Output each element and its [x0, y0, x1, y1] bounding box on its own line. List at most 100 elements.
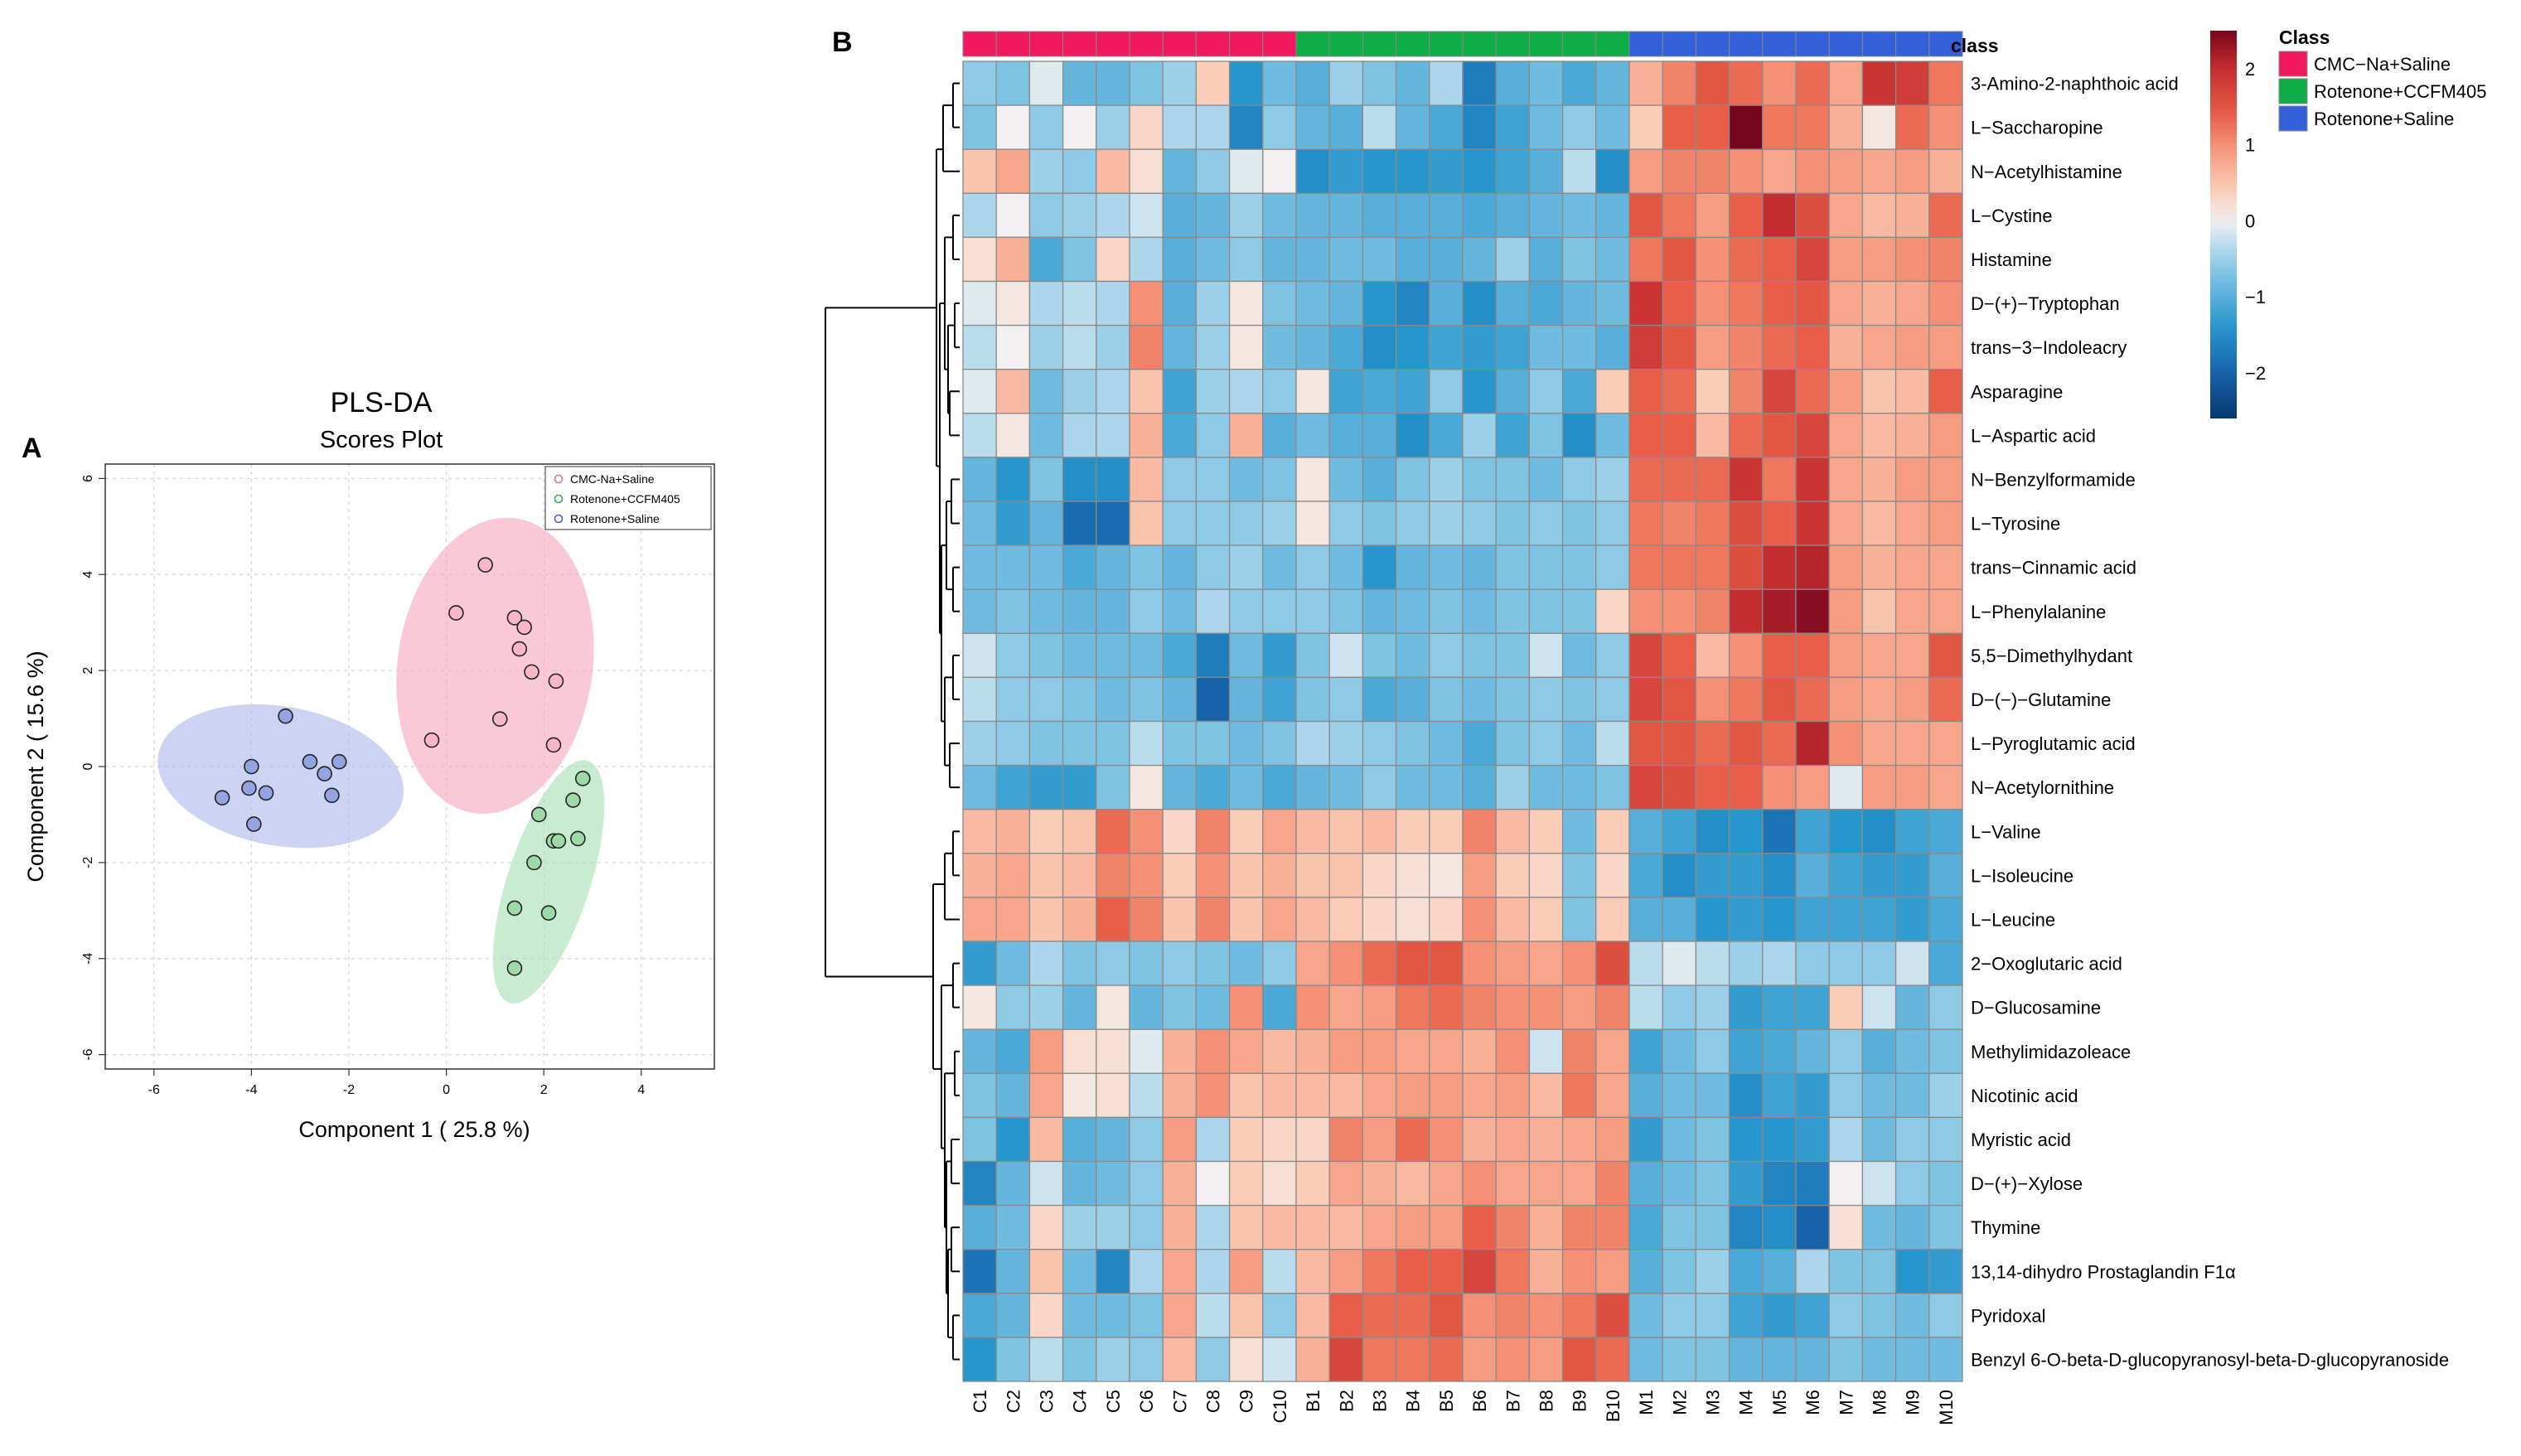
heatmap-cell: [1495, 148, 1531, 194]
heatmap-cell: [1628, 104, 1663, 150]
heatmap-cell: [1762, 148, 1797, 194]
heatmap-cell: [995, 148, 1031, 194]
heatmap-cell: [1129, 588, 1164, 634]
heatmap-cell: [1028, 324, 1064, 370]
heatmap-cell: [1262, 1116, 1297, 1163]
heatmap-cell: [1894, 809, 1930, 854]
heatmap-cell: [1295, 192, 1330, 239]
heatmap-cell: [1395, 676, 1430, 723]
heatmap-cell: [1328, 1160, 1364, 1207]
heatmap-cell: [1595, 104, 1630, 150]
heatmap-cell: [962, 720, 997, 767]
heatmap-cell: [962, 457, 997, 502]
heatmap-cell: [1295, 413, 1330, 458]
heatmap-cell: [1595, 60, 1630, 106]
pls-y-tick-label: 4: [81, 571, 95, 578]
heatmap-cell: [1495, 720, 1531, 767]
heatmap-cell: [1928, 104, 1963, 150]
heatmap-cell: [1628, 324, 1663, 370]
heatmap-cell: [1928, 897, 1963, 942]
pls-ellipse-1: [492, 760, 605, 1004]
heatmap-cell: [1362, 941, 1397, 986]
heatmap-cell: [1928, 148, 1963, 194]
heatmap-cell: [1028, 1204, 1064, 1250]
class-bar-cell: [1495, 31, 1530, 57]
heatmap-cell: [995, 60, 1031, 106]
pls-y-axis: -6 -4 -2 0 2 4 6: [81, 475, 105, 1061]
heatmap-cell: [1495, 280, 1531, 327]
heatmap-cell: [1262, 104, 1297, 150]
heatmap-cell: [1528, 457, 1564, 502]
heatmap-cell: [1262, 1337, 1297, 1382]
heatmap-cell: [1096, 1028, 1130, 1074]
heatmap-cell: [1828, 413, 1864, 458]
class-bar-cell: [1162, 31, 1197, 57]
heatmap-cell: [1728, 588, 1764, 634]
row-dendrogram: [825, 82, 960, 1361]
heatmap-cell: [962, 676, 997, 723]
heatmap-cell: [1228, 1072, 1264, 1119]
heatmap-cell: [1495, 676, 1531, 723]
heatmap-cell: [995, 413, 1031, 458]
heatmap-cell: [1295, 676, 1330, 723]
heatmap-cell: [1695, 280, 1730, 327]
pls-point: [531, 806, 547, 823]
heatmap-cell: [1561, 501, 1597, 546]
heatmap-cell: [1129, 1116, 1164, 1163]
heatmap-cell: [1528, 941, 1564, 986]
heatmap-cell: [1728, 853, 1764, 898]
heatmap-cell: [1662, 720, 1697, 767]
heatmap-cell: [1695, 984, 1730, 1030]
class-legend-title: Class: [2279, 27, 2330, 48]
heatmap-cell: [1762, 369, 1797, 414]
heatmap-cell: [1495, 897, 1531, 942]
heatmap-cell: [1728, 413, 1764, 458]
heatmap-cell: [1595, 1028, 1630, 1074]
heatmap-cell: [1429, 853, 1464, 898]
heatmap-cell: [1894, 104, 1930, 150]
heatmap-cell: [1328, 809, 1364, 854]
heatmap-cell: [1129, 1293, 1164, 1338]
heatmap-cell: [1861, 1028, 1897, 1074]
heatmap-cell: [1395, 809, 1430, 854]
pls-point: [331, 753, 347, 770]
heatmap-cell: [1595, 1337, 1630, 1382]
heatmap-cell: [1429, 1337, 1464, 1382]
pls-point: [302, 753, 318, 770]
heatmap-cell: [1129, 369, 1164, 414]
heatmap-cell: [1728, 236, 1764, 283]
heatmap-cell: [1429, 1028, 1464, 1074]
heatmap-cell: [1395, 192, 1430, 239]
heatmap-cell: [1662, 501, 1697, 546]
heatmap-cell: [1062, 1204, 1097, 1250]
heatmap-cell: [1894, 457, 1930, 502]
heatmap-cell: [1328, 1293, 1364, 1338]
heatmap-cell: [1728, 280, 1764, 327]
heatmap-cell: [1762, 676, 1797, 723]
pls-x-tick-label: 0: [443, 1083, 450, 1097]
pls-ellipse-0: [396, 517, 594, 814]
heatmap-cell: [1262, 236, 1297, 283]
heatmap-cell: [1595, 192, 1630, 239]
heatmap-cell: [1828, 897, 1864, 942]
heatmap-cell: [1561, 1116, 1597, 1163]
pls-y-tick-label: -6: [81, 1048, 95, 1060]
pls-legend: CMC-Na+Saline Rotenone+CCFM405 Rotenone+Sa…: [544, 466, 712, 530]
heatmap-cell: [1062, 104, 1097, 150]
pls-point: [491, 711, 508, 727]
heatmap-cell: [1362, 457, 1397, 502]
heatmap-cell: [1062, 60, 1097, 106]
heatmap-cell: [1795, 192, 1830, 239]
heatmap-cell: [1062, 501, 1097, 546]
heatmap-cell: [1429, 764, 1464, 810]
heatmap-cell: [962, 369, 997, 414]
heatmap-cell: [1129, 1160, 1164, 1207]
heatmap-cell: [1728, 897, 1764, 942]
heatmap-cell: [1429, 720, 1464, 767]
heatmap-cell: [995, 632, 1031, 679]
pls-point: [506, 900, 523, 917]
heatmap-cell: [1662, 457, 1697, 502]
heatmap-cell: [1096, 1337, 1130, 1382]
row-label: L−Valine: [1971, 821, 2041, 842]
heatmap-cell: [1162, 853, 1198, 898]
